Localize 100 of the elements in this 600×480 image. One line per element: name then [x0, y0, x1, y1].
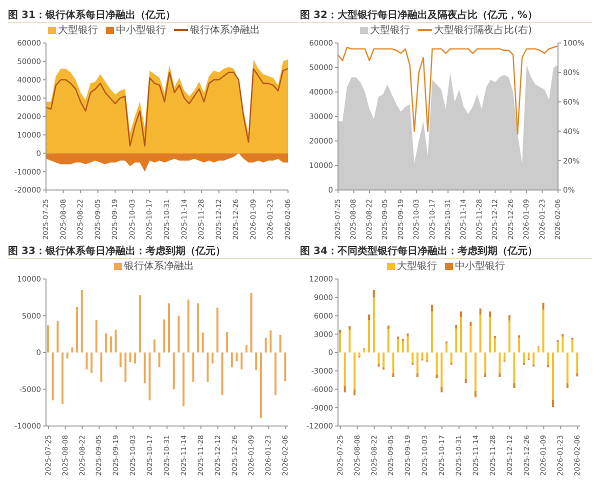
bar — [80, 290, 83, 352]
bar — [284, 352, 286, 382]
bar — [436, 352, 438, 375]
bar — [129, 352, 132, 362]
bar — [445, 343, 448, 352]
bar — [562, 334, 564, 337]
bar — [436, 374, 438, 378]
bar — [71, 347, 74, 352]
bar — [430, 304, 433, 312]
bar — [250, 292, 252, 352]
bar — [542, 310, 544, 352]
bar — [426, 352, 428, 360]
bar — [537, 346, 540, 352]
bar — [339, 332, 341, 352]
bar — [571, 340, 574, 352]
bar — [392, 352, 394, 374]
bar — [264, 338, 267, 352]
bar — [508, 320, 510, 352]
bar — [576, 373, 578, 376]
bar — [552, 400, 554, 408]
bar — [206, 352, 209, 382]
line-series — [46, 68, 288, 147]
bar — [197, 303, 200, 352]
bar — [528, 352, 530, 359]
bar — [260, 352, 262, 418]
bar — [255, 352, 258, 370]
bar — [86, 352, 88, 370]
bar — [202, 332, 204, 352]
bar — [464, 352, 467, 379]
legend-label: 银行体系净融出 — [124, 260, 194, 273]
bar — [153, 339, 156, 352]
bar — [489, 311, 492, 317]
bar — [440, 352, 443, 387]
bar — [450, 352, 452, 363]
bar — [363, 348, 366, 352]
bar — [182, 352, 185, 406]
bar — [513, 352, 516, 384]
bar — [95, 320, 98, 352]
bar — [90, 352, 93, 374]
bar — [138, 295, 141, 352]
bar — [479, 314, 482, 352]
bar — [230, 352, 233, 368]
bar — [566, 352, 568, 384]
chart-title: 图 32：大型银行每日净融出及隔夜占比（亿元，%） — [300, 8, 592, 23]
bar — [498, 373, 501, 377]
legend-label: 大型银行隔夜占比(右) — [434, 24, 532, 37]
bar — [474, 352, 477, 392]
bar — [226, 332, 228, 352]
bar — [494, 336, 496, 338]
bar — [532, 352, 535, 365]
bar — [513, 383, 516, 388]
bar — [245, 345, 248, 352]
bar — [134, 352, 136, 364]
bar — [392, 373, 394, 377]
bar — [212, 352, 214, 364]
bar — [576, 352, 578, 374]
bar — [474, 391, 477, 398]
line-series — [338, 45, 558, 135]
bar — [402, 340, 404, 352]
legend-label: 大型银行 — [370, 24, 410, 37]
chart-title: 图 34：不同类型银行每日净融出：考虑到期（亿元） — [300, 244, 592, 259]
bar — [76, 306, 78, 352]
bar — [542, 302, 544, 310]
bar — [547, 352, 550, 365]
bar — [354, 389, 356, 396]
bar — [498, 352, 501, 374]
legend-label: 大型银行 — [397, 260, 437, 273]
bar — [163, 319, 166, 352]
chart-title: 图 33：银行体系每日净融出：考虑到期（亿元） — [8, 244, 300, 259]
bar — [470, 326, 472, 352]
bar — [460, 316, 462, 352]
bar — [464, 378, 467, 384]
bar — [552, 352, 554, 400]
bar — [522, 352, 525, 363]
bar — [518, 335, 520, 338]
bar — [470, 322, 472, 326]
bar — [52, 352, 54, 400]
bar — [455, 324, 458, 329]
bar — [484, 352, 486, 374]
bar — [344, 386, 346, 392]
bar — [192, 352, 194, 382]
bar — [494, 338, 496, 352]
bar — [489, 316, 492, 352]
bar — [178, 316, 180, 352]
bar — [412, 352, 414, 363]
bar — [378, 352, 380, 364]
bar — [504, 352, 506, 360]
bar — [440, 386, 443, 392]
bar — [368, 320, 370, 352]
bar — [105, 333, 108, 352]
bar — [168, 303, 170, 352]
bar — [187, 300, 190, 352]
bar — [236, 352, 238, 362]
bar — [387, 326, 390, 330]
bar — [358, 352, 360, 356]
bar — [518, 338, 520, 352]
bar — [368, 314, 370, 320]
bar — [378, 364, 380, 367]
bar — [382, 367, 385, 370]
bar — [339, 330, 341, 333]
